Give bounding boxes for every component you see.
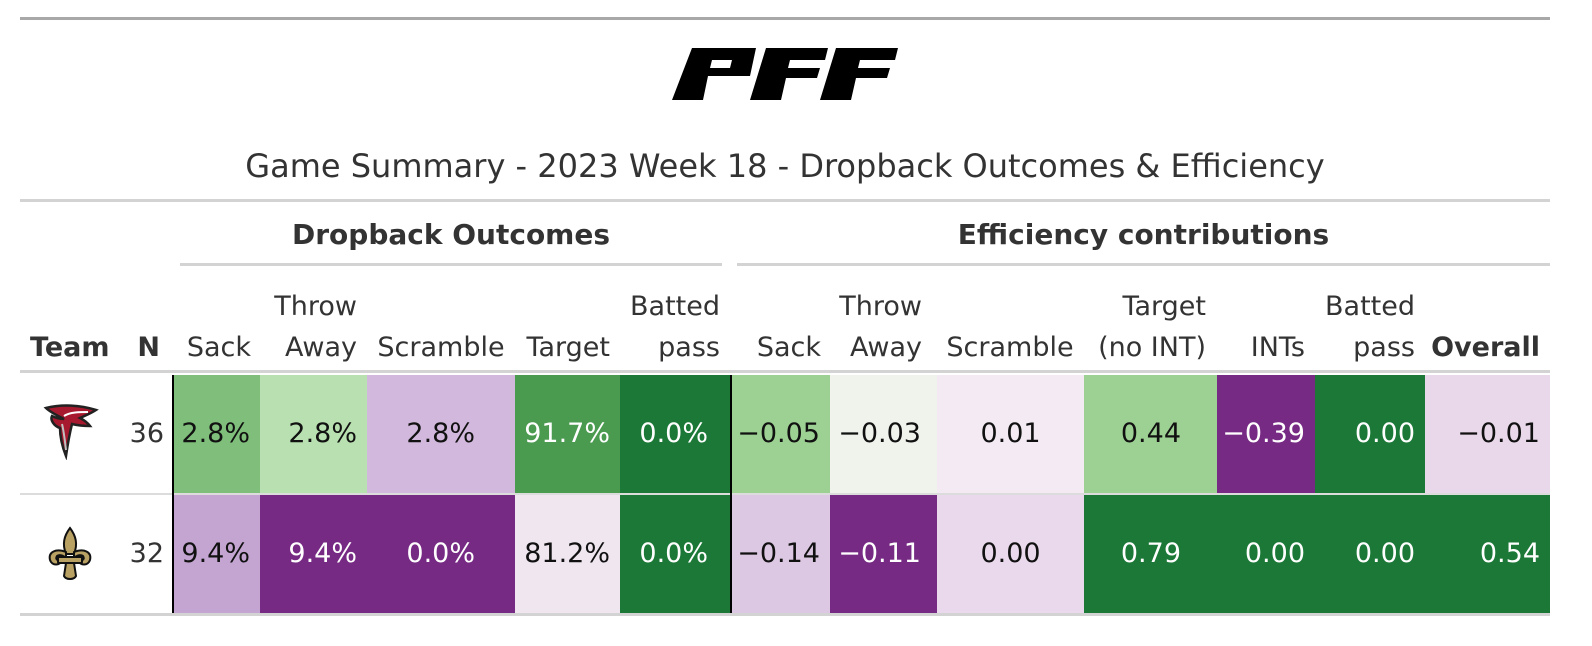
col-throw-away: Throw Away (260, 280, 357, 368)
col-team-label: Team (30, 332, 110, 363)
col-eff-sack: Sack (732, 280, 821, 368)
overall-cell: −0.01 (1425, 375, 1550, 493)
top-border (20, 17, 1550, 20)
table-title: Game Summary - 2023 Week 18 - Dropback O… (245, 147, 1325, 185)
col-n: N (120, 280, 160, 368)
col-eff-throw-label-1: Throw (839, 291, 922, 322)
group-divider-middle (730, 375, 732, 613)
col-overall-label: Overall (1431, 332, 1540, 363)
col-eff-batted-label-2: pass (1353, 332, 1415, 363)
col-eff-target-label-2: (no INT) (1098, 332, 1206, 363)
col-eff-target-label-1: Target (1122, 291, 1206, 322)
sack-cell: 2.8% (173, 375, 260, 493)
target-cell: 81.2% (515, 495, 620, 613)
col-eff-batted-label-1: Batted (1325, 291, 1415, 322)
col-batted-label-1: Batted (630, 291, 720, 322)
saints-fleur-de-lis-icon (48, 526, 92, 580)
target-cell: 91.7% (515, 375, 620, 493)
col-batted-pass: Batted pass (620, 280, 720, 368)
col-throw-away-label-1: Throw (274, 291, 357, 322)
col-target: Target (515, 280, 610, 368)
col-eff-throw-away: Throw Away (830, 280, 922, 368)
n-value: 36 (129, 418, 164, 449)
title-rule (20, 199, 1550, 202)
group-divider-left (172, 375, 174, 613)
col-ints-label: INTs (1250, 332, 1305, 363)
eff-batted-pass-cell: 0.00 (1315, 375, 1425, 493)
eff-scramble-cell: 0.01 (937, 375, 1084, 493)
ints-cell: −0.39 (1217, 375, 1315, 493)
col-sack-label: Sack (186, 332, 251, 363)
spanner-efficiency-contributions: Efficiency contributions (957, 218, 1330, 251)
col-throw-away-label-2: Away (285, 332, 357, 363)
n-value: 32 (129, 538, 164, 569)
col-ints: INTs (1217, 280, 1305, 368)
ints-cell: 0.00 (1217, 495, 1315, 613)
throw-away-cell: 2.8% (260, 375, 367, 493)
scramble-cell: 2.8% (367, 375, 515, 493)
batted-pass-cell: 0.0% (620, 495, 730, 613)
col-eff-target: Target (no INT) (1084, 280, 1206, 368)
sack-cell: 9.4% (173, 495, 260, 613)
col-batted-label-2: pass (658, 332, 720, 363)
eff-throw-away-cell: −0.03 (830, 375, 937, 493)
col-sack: Sack (175, 280, 251, 368)
col-target-label: Target (526, 332, 610, 363)
eff-scramble-cell: 0.00 (937, 495, 1084, 613)
col-eff-throw-label-2: Away (850, 332, 922, 363)
eff-batted-pass-cell: 0.00 (1315, 495, 1425, 613)
overall-cell: 0.54 (1425, 495, 1550, 613)
col-n-label: N (137, 332, 160, 363)
col-eff-scramble-label: Scramble (946, 332, 1074, 363)
row-separator (20, 493, 1550, 495)
spanner-efficiency-line (737, 263, 1550, 266)
spanner-outcomes-line (180, 263, 722, 266)
header-rule (20, 370, 1550, 373)
scramble-cell: 0.0% (367, 495, 515, 613)
col-eff-sack-label: Sack (756, 332, 821, 363)
eff-target-cell: 0.44 (1084, 375, 1217, 493)
col-overall: Overall (1425, 280, 1540, 368)
col-team: Team (30, 280, 110, 368)
spanner-dropback-outcomes: Dropback Outcomes (291, 218, 611, 251)
eff-sack-cell: −0.14 (732, 495, 830, 613)
batted-pass-cell: 0.0% (620, 375, 730, 493)
col-scramble-label: Scramble (377, 332, 505, 363)
col-eff-scramble: Scramble (937, 280, 1083, 368)
falcons-logo-icon (43, 404, 99, 460)
summary-table: Game Summary - 2023 Week 18 - Dropback O… (20, 0, 1550, 646)
col-scramble: Scramble (368, 280, 514, 368)
eff-sack-cell: −0.05 (732, 375, 830, 493)
eff-target-cell: 0.79 (1084, 495, 1217, 613)
throw-away-cell: 9.4% (260, 495, 367, 613)
bottom-rule (20, 613, 1550, 616)
col-eff-batted: Batted pass (1316, 280, 1415, 368)
pff-logo (672, 48, 898, 100)
eff-throw-away-cell: −0.11 (830, 495, 937, 613)
